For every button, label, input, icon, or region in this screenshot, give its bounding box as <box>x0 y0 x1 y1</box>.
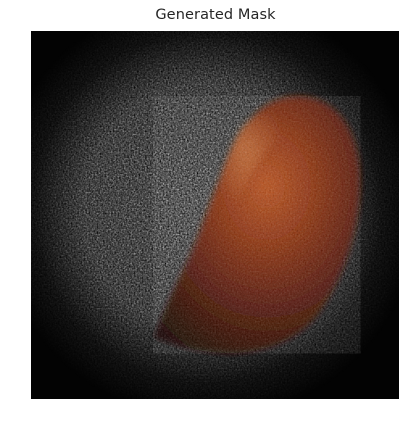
mask-visual <box>31 31 399 399</box>
generated-mask-image <box>31 31 399 399</box>
shape-texture <box>153 96 361 354</box>
figure-title: Generated Mask <box>155 7 276 23</box>
